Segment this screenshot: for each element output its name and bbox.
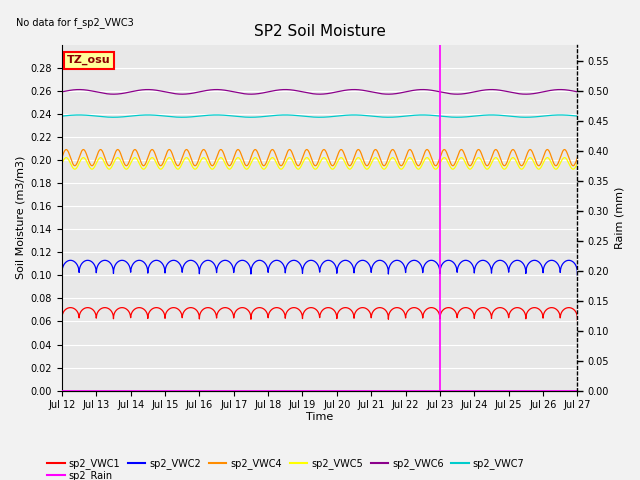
Y-axis label: Raim (mm): Raim (mm) (615, 186, 625, 249)
Legend: sp2_Rain: sp2_Rain (44, 466, 116, 480)
X-axis label: Time: Time (306, 412, 333, 422)
Text: No data for f_sp2_VWC3: No data for f_sp2_VWC3 (15, 17, 133, 28)
Title: SP2 Soil Moisture: SP2 Soil Moisture (253, 24, 385, 39)
Legend: sp2_VWC1, sp2_VWC2, sp2_VWC4, sp2_VWC5, sp2_VWC6, sp2_VWC7: sp2_VWC1, sp2_VWC2, sp2_VWC4, sp2_VWC5, … (44, 454, 529, 473)
Text: TZ_osu: TZ_osu (67, 55, 111, 65)
Y-axis label: Soil Moisture (m3/m3): Soil Moisture (m3/m3) (15, 156, 25, 279)
